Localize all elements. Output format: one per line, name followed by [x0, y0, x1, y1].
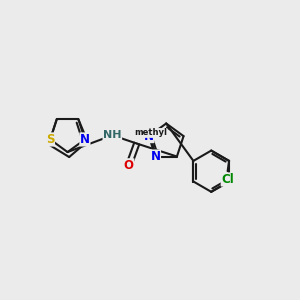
Text: N: N	[151, 150, 160, 163]
Text: N: N	[144, 130, 154, 142]
Text: methyl: methyl	[134, 128, 167, 137]
Text: Cl: Cl	[221, 173, 234, 186]
Text: NH: NH	[103, 130, 122, 140]
Text: S: S	[46, 133, 54, 146]
Text: N: N	[80, 133, 90, 146]
Text: O: O	[124, 159, 134, 172]
